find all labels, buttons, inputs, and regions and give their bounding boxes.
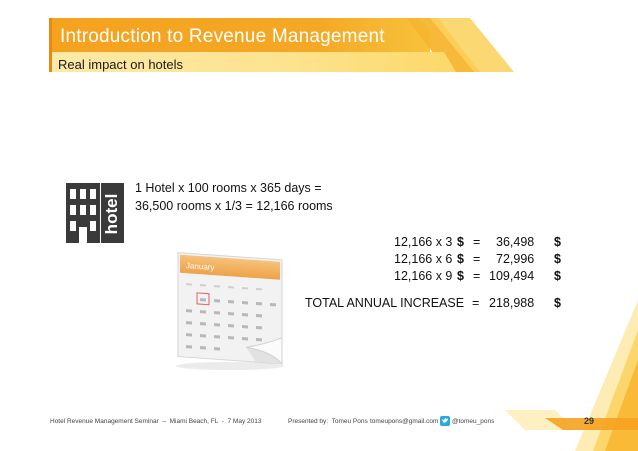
result-equals: = bbox=[473, 235, 481, 249]
result-expression: 12,166 x 6 bbox=[394, 252, 453, 266]
result-equals: = bbox=[473, 252, 481, 266]
result-row: 12,166 x 9 $ = 109,494 $ bbox=[394, 269, 561, 285]
footer-email[interactable]: tomeupons@gmail.com bbox=[370, 418, 439, 425]
result-row: 12,166 x 3 $ = 36,498 $ bbox=[394, 235, 561, 251]
page-title: Introduction to Revenue Management bbox=[60, 26, 385, 47]
result-unit: $ bbox=[554, 269, 561, 283]
calendar-illustration: January bbox=[170, 246, 288, 371]
hotel-logo-text: hotel bbox=[102, 194, 121, 235]
calendar-month: January bbox=[186, 261, 214, 272]
result-equals: = bbox=[473, 269, 481, 283]
dollar-icon: $ bbox=[457, 269, 464, 283]
footer-presenter: Presented by: Tomeu Pons bbox=[288, 418, 368, 425]
result-unit: $ bbox=[554, 235, 561, 249]
header-banner: Introduction to Revenue Management Real … bbox=[0, 0, 638, 90]
footer-twitter-handle[interactable]: @tomeu_pons bbox=[452, 418, 495, 425]
result-value: 72,996 bbox=[496, 252, 535, 266]
total-label: TOTAL ANNUAL INCREASE bbox=[305, 296, 465, 310]
footer: Hotel Revenue Management Seminar – Miami… bbox=[0, 414, 638, 430]
calendar-icon: January bbox=[176, 252, 284, 370]
result-expression: 12,166 x 3 bbox=[394, 235, 453, 249]
footer-seminar: Hotel Revenue Management Seminar – Miami… bbox=[50, 418, 262, 425]
result-unit: $ bbox=[554, 252, 561, 266]
dollar-icon: $ bbox=[457, 252, 464, 266]
dollar-icon: $ bbox=[457, 235, 464, 249]
total-line: TOTAL ANNUAL INCREASE = 218,988 $ bbox=[305, 296, 561, 366]
hotel-logo: hotel bbox=[64, 181, 126, 245]
page-subtitle: Real impact on hotels bbox=[58, 57, 184, 72]
page-number: 29 bbox=[584, 416, 595, 426]
result-value: 36,498 bbox=[496, 235, 535, 249]
calc-line-1: 1 Hotel x 100 rooms x 365 days = bbox=[135, 181, 322, 195]
corner-decoration bbox=[505, 300, 638, 451]
total-value: 218,988 bbox=[489, 296, 535, 310]
result-value: 109,494 bbox=[489, 269, 535, 283]
result-row: 12,166 x 6 $ = 72,996 $ bbox=[394, 252, 561, 268]
calc-line-2: 36,500 rooms x 1/3 = 12,166 rooms bbox=[135, 199, 333, 213]
total-equals: = bbox=[472, 296, 480, 310]
result-expression: 12,166 x 9 bbox=[394, 269, 453, 283]
total-unit: $ bbox=[554, 296, 561, 310]
hotel-building-icon: hotel bbox=[66, 183, 124, 243]
banner-graphic bbox=[49, 18, 514, 72]
twitter-icon bbox=[440, 416, 450, 426]
